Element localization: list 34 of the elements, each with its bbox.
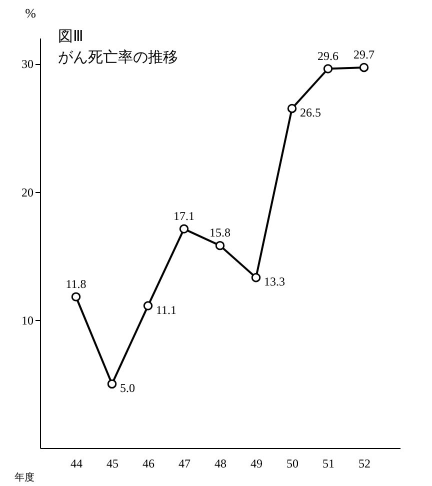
x-tick-label: 49 (250, 456, 262, 470)
y-tick-label: 20 (22, 185, 34, 200)
data-label: 26.5 (300, 105, 321, 120)
chart-title: 図Ⅲ (58, 29, 83, 45)
x-tick-label: 52 (358, 456, 370, 470)
point (179, 224, 189, 234)
point (215, 240, 225, 250)
data-label: 17.1 (174, 208, 194, 223)
point (323, 64, 333, 74)
x-tick-label: 46 (142, 456, 154, 470)
data-label: 5.0 (120, 380, 135, 395)
point (107, 379, 117, 389)
y-tick-label: 10 (22, 313, 34, 328)
point (143, 301, 153, 310)
x-tick-label: 44 (70, 456, 82, 470)
data-label: 29.7 (354, 47, 374, 62)
y-tick-label: 30 (22, 57, 34, 72)
point (71, 292, 81, 302)
x-tick-label: 50 (286, 456, 298, 470)
x-tick-label: 51 (322, 456, 334, 470)
x-tick-label: 45 (106, 456, 118, 470)
data-label: 29.6 (318, 48, 338, 63)
data-label: 13.3 (264, 274, 285, 289)
data-label: 11.1 (156, 302, 177, 317)
point (359, 62, 369, 72)
data-label: 11.8 (66, 276, 86, 291)
x-tick-label: 47 (178, 456, 190, 470)
point (251, 272, 261, 282)
data-label: 15.8 (210, 226, 230, 240)
point (287, 104, 297, 114)
y-axis-title: % (25, 6, 36, 20)
x-tick-label: 48 (214, 456, 226, 470)
x-axis-title: 年度 (14, 472, 34, 484)
text: がん死亡率の推移 (58, 49, 178, 66)
